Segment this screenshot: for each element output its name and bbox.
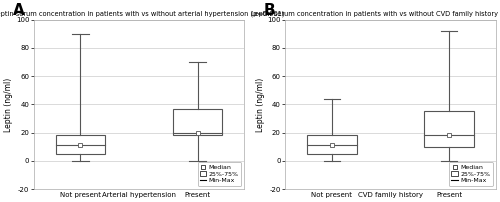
Text: B: B [264,3,276,18]
Bar [172,109,222,135]
Text: A: A [12,3,24,18]
Legend: Median, 25%-75%, Min-Max: Median, 25%-75%, Min-Max [449,162,492,186]
Title: Leptin serum concentration in patients with vs without CVD family history (p=0.0: Leptin serum concentration in patients w… [251,11,500,17]
Legend: Median, 25%-75%, Min-Max: Median, 25%-75%, Min-Max [198,162,242,186]
Title: Leptin serum concentration in patients with vs without arterial hypertension (p=: Leptin serum concentration in patients w… [0,11,285,17]
Y-axis label: Leptin (ng/ml): Leptin (ng/ml) [256,77,264,132]
Bar [424,112,474,147]
Bar [56,135,106,154]
Bar [307,135,356,154]
Y-axis label: Leptin (ng/ml): Leptin (ng/ml) [4,77,13,132]
